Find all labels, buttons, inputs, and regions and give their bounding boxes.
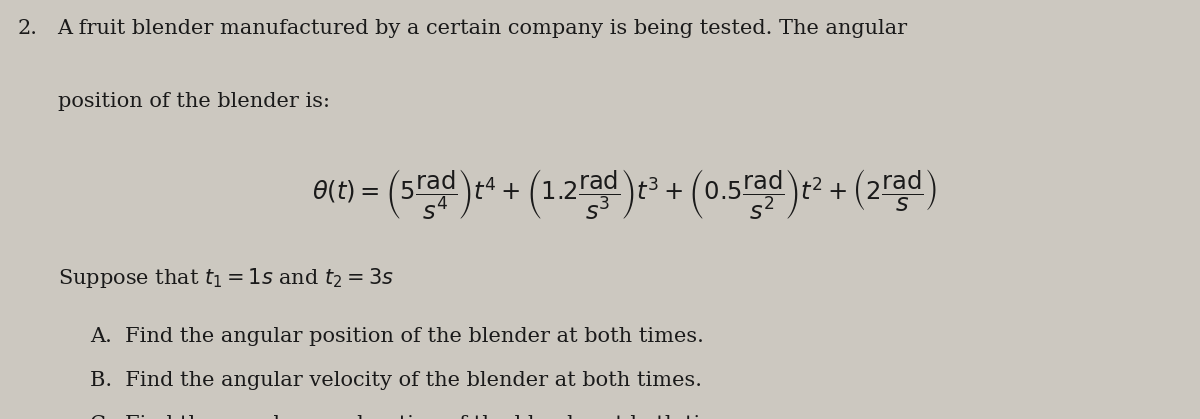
Text: position of the blender is:: position of the blender is: [58, 92, 330, 111]
Text: $\theta(t) = \left(5\dfrac{\mathrm{rad}}{s^4}\right)t^4 + \left(1.2\dfrac{\mathr: $\theta(t) = \left(5\dfrac{\mathrm{rad}}… [312, 168, 936, 222]
Text: B.  Find the angular velocity of the blender at both times.: B. Find the angular velocity of the blen… [90, 371, 702, 390]
Text: 2.: 2. [18, 19, 38, 38]
Text: Suppose that $t_1 = 1s$ and $t_2 = 3s$: Suppose that $t_1 = 1s$ and $t_2 = 3s$ [58, 266, 394, 290]
Text: A fruit blender manufactured by a certain company is being tested. The angular: A fruit blender manufactured by a certai… [58, 19, 907, 38]
Text: C.  Find the angular acceleration of the blender at both times.: C. Find the angular acceleration of the … [90, 415, 750, 419]
Text: A.  Find the angular position of the blender at both times.: A. Find the angular position of the blen… [90, 327, 704, 346]
